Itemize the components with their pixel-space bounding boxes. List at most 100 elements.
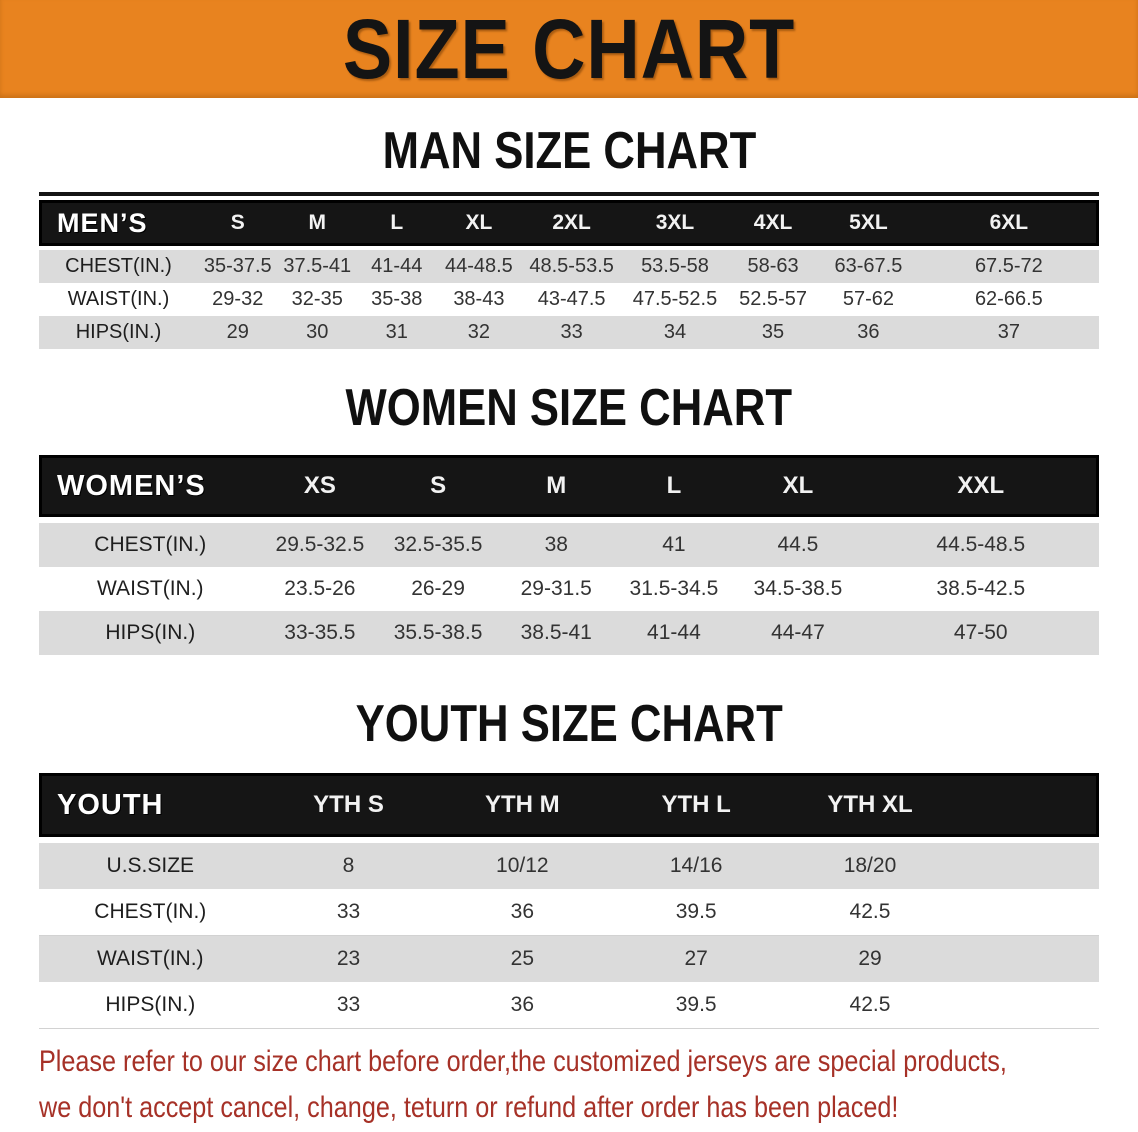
women-row-hips-in: HIPS(IN.) 33-35.5 35.5-38.5 38.5-41 41-44 44-… [39, 611, 1099, 655]
youth-hips-in-yth-m: 36 [510, 993, 535, 1016]
men-chest-in-xl: 44-48.5 [444, 255, 513, 277]
women-hips-in-l: 41-44 [647, 621, 701, 644]
youth-row-waist-in: WAIST(IN.) 23 25 27 29 [39, 936, 1099, 982]
men-waist-in-m: 32-35 [291, 288, 343, 310]
order-notice: Please refer to our size chart before or… [39, 1039, 1099, 1131]
men-row-label-hips-in: HIPS(IN.) [75, 321, 162, 343]
youth-hips-in-yth-l: 39.5 [675, 993, 717, 1016]
women-table-header-row: WOMEN’S XS S M L XL XXL [39, 455, 1099, 517]
men-hips-in-2xl: 33 [560, 321, 583, 343]
men-section-heading-text: MAN SIZE CHART [382, 122, 756, 180]
youth-row-chest-in: CHEST(IN.) 33 36 39.5 42.5 [39, 889, 1099, 936]
page-title: SIZE CHART [342, 1, 796, 96]
men-hips-in-s: 29 [226, 321, 249, 343]
women-hips-in-m: 38.5-41 [520, 621, 592, 644]
women-waist-in-s: 26-29 [411, 577, 465, 600]
youth-size-section: YOUTH SIZE CHART YOUTH YTH S YTH M YTH L YTH … [39, 697, 1099, 1029]
youth-row-label-u-s-size: U.S.SIZE [106, 854, 195, 877]
women-section-heading: WOMEN SIZE CHART [39, 381, 1099, 435]
men-column-header-m: M [308, 211, 327, 234]
men-chest-in-5xl: 63-67.5 [834, 255, 903, 277]
men-chest-in-6xl: 67.5-72 [974, 255, 1043, 277]
youth-column-header-yth-xl: YTH XL [827, 791, 913, 818]
men-table-header-label: MEN’S [57, 207, 148, 238]
youth-row-u-s-size: U.S.SIZE 8 10/12 14/16 18/20 [39, 843, 1099, 889]
women-row-label-chest-in: CHEST(IN.) [94, 533, 207, 556]
men-row-label-waist-in: WAIST(IN.) [67, 288, 170, 310]
men-hips-in-6xl: 37 [997, 321, 1020, 343]
notice-line-1: Please refer to our size chart before or… [39, 1045, 1007, 1078]
men-waist-in-6xl: 62-66.5 [974, 288, 1043, 310]
youth-row-label-waist-in: WAIST(IN.) [97, 947, 204, 970]
men-column-header-6xl: 6XL [989, 211, 1029, 234]
women-section-heading-text: WOMEN SIZE CHART [345, 379, 793, 437]
men-waist-in-s: 29-32 [212, 288, 264, 310]
youth-u-s-size-yth-s: 8 [342, 854, 355, 877]
men-hips-in-l: 31 [385, 321, 408, 343]
youth-section-heading: YOUTH SIZE CHART [39, 697, 1099, 751]
men-row-label-chest-in: CHEST(IN.) [65, 255, 172, 277]
women-size-table: WOMEN’S XS S M L XL XXL CHEST(IN.) 29.5-32.5 32.5… [39, 455, 1099, 655]
women-waist-in-l: 31.5-34.5 [629, 577, 719, 600]
men-table-header-row: MEN’S S M L XL 2XL 3XL 4XL 5XL 6XL [39, 200, 1099, 246]
men-hips-in-4xl: 35 [761, 321, 785, 343]
men-chest-in-4xl: 58-63 [747, 255, 799, 277]
youth-row-label-chest-in: CHEST(IN.) [94, 900, 207, 923]
youth-u-s-size-yth-l: 14/16 [669, 854, 723, 877]
women-chest-in-xxl: 44.5-48.5 [936, 533, 1026, 556]
youth-waist-in-yth-s: 23 [336, 947, 361, 970]
women-column-header-xs: XS [303, 472, 336, 499]
men-waist-in-l: 35-38 [371, 288, 423, 310]
men-waist-in-3xl: 47.5-52.5 [632, 288, 718, 310]
women-chest-in-s: 32.5-35.5 [393, 533, 483, 556]
table-top-rule [39, 192, 1099, 196]
women-chest-in-xl: 44.5 [777, 533, 819, 556]
women-row-chest-in: CHEST(IN.) 29.5-32.5 32.5-35.5 38 41 44.5 44.5… [39, 523, 1099, 567]
women-waist-in-m: 29-31.5 [520, 577, 592, 600]
youth-chest-in-yth-l: 39.5 [675, 900, 717, 923]
men-hips-in-3xl: 34 [663, 321, 687, 343]
men-chest-in-3xl: 53.5-58 [641, 255, 709, 277]
men-section-heading: MAN SIZE CHART [39, 124, 1099, 178]
men-column-header-s: S [230, 211, 245, 234]
women-column-header-s: S [430, 472, 447, 499]
men-waist-in-2xl: 43-47.5 [537, 288, 606, 310]
women-column-header-l: L [666, 472, 682, 499]
women-column-header-xl: XL [782, 472, 814, 499]
youth-column-header-yth-s: YTH S [313, 791, 384, 818]
women-hips-in-xxl: 47-50 [953, 621, 1008, 644]
youth-u-s-size-yth-m: 10/12 [496, 854, 549, 877]
youth-u-s-size-yth-xl: 18/20 [843, 854, 897, 877]
men-chest-in-s: 35-37.5 [203, 255, 272, 277]
youth-hips-in-yth-xl: 42.5 [849, 993, 891, 1016]
women-table-header-label: WOMEN’S [57, 469, 206, 502]
youth-chest-in-yth-m: 36 [510, 900, 535, 923]
women-row-waist-in: WAIST(IN.) 23.5-26 26-29 29-31.5 31.5-34.5 34… [39, 567, 1099, 611]
men-row-waist-in: WAIST(IN.) 29-32 32-35 35-38 38-43 43-47.5 47.… [39, 283, 1099, 316]
women-chest-in-l: 41 [662, 533, 686, 556]
women-row-label-waist-in: WAIST(IN.) [97, 577, 204, 600]
men-hips-in-5xl: 36 [857, 321, 880, 343]
youth-waist-in-yth-l: 27 [684, 947, 708, 970]
women-column-header-m: M [546, 472, 567, 499]
women-waist-in-xl: 34.5-38.5 [753, 577, 843, 600]
men-column-header-xl: XL [465, 211, 493, 234]
youth-table-header-row: YOUTH YTH S YTH M YTH L YTH XL [39, 773, 1099, 837]
youth-row-label-hips-in: HIPS(IN.) [105, 993, 196, 1016]
women-hips-in-s: 35.5-38.5 [393, 621, 483, 644]
men-size-section: MAN SIZE CHART MEN’S S M L XL 2XL 3XL 4XL 5XL 6XL C… [39, 124, 1099, 349]
women-chest-in-xs: 29.5-32.5 [275, 533, 365, 556]
men-hips-in-xl: 32 [467, 321, 491, 343]
women-hips-in-xs: 33-35.5 [284, 621, 356, 644]
youth-waist-in-yth-xl: 29 [858, 947, 882, 970]
youth-chest-in-yth-s: 33 [336, 900, 361, 923]
men-hips-in-m: 30 [306, 321, 329, 343]
men-chest-in-2xl: 48.5-53.5 [529, 255, 614, 277]
men-chest-in-m: 37.5-41 [283, 255, 352, 277]
men-column-header-2xl: 2XL [552, 211, 591, 234]
youth-column-header-yth-l: YTH L [661, 791, 731, 818]
women-chest-in-m: 38 [544, 533, 568, 556]
men-column-header-l: L [390, 211, 404, 234]
youth-chest-in-yth-xl: 42.5 [849, 900, 891, 923]
size-chart-banner: SIZE CHART [0, 0, 1138, 98]
